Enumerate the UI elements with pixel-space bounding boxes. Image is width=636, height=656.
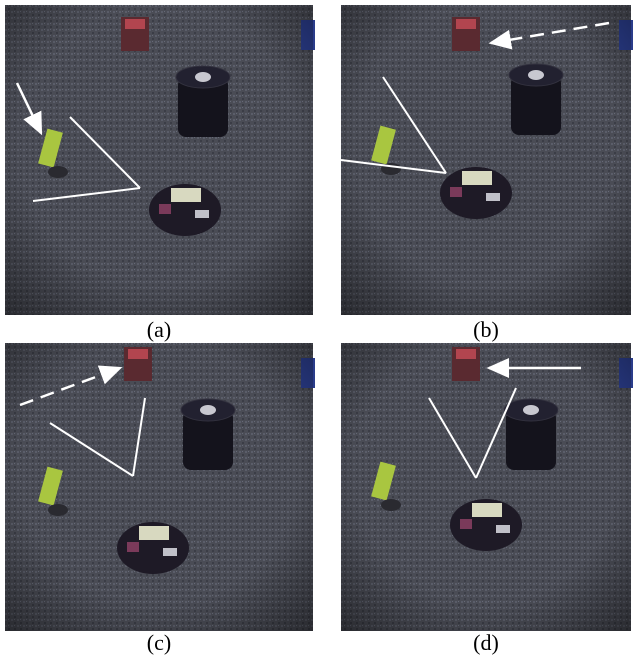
vignette xyxy=(341,5,631,315)
photo-panel xyxy=(341,5,633,315)
panel-caption: (d) xyxy=(473,630,499,655)
photo-panel xyxy=(341,343,633,631)
photo-panel xyxy=(5,5,315,315)
vignette xyxy=(5,343,313,631)
panel-caption: (a) xyxy=(147,317,171,342)
vignette xyxy=(5,5,313,315)
photo-panel xyxy=(5,343,315,631)
vignette xyxy=(341,343,631,631)
panel-caption: (b) xyxy=(473,317,499,342)
panel-caption: (c) xyxy=(147,630,171,655)
figure: (a) (b) (c) (d) xyxy=(0,0,636,656)
